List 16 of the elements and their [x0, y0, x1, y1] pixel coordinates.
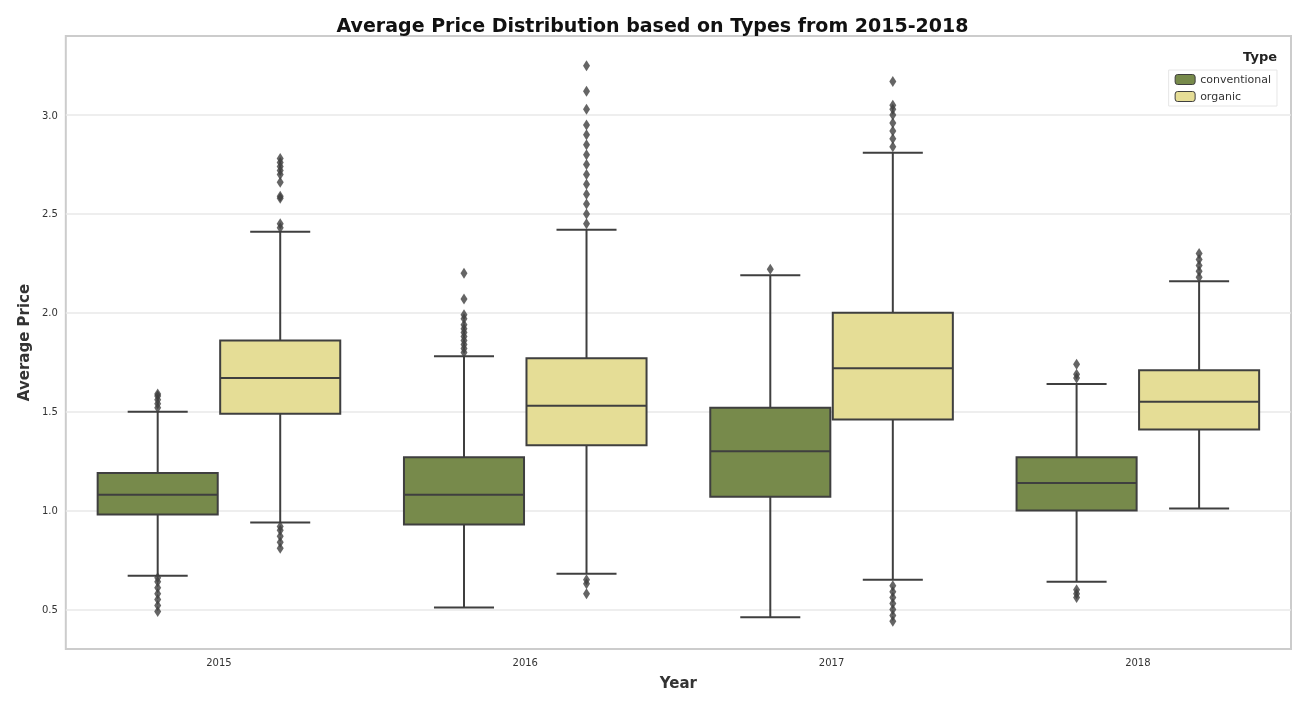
y-tick-label: 0.5	[41, 603, 58, 615]
legend-title: Type	[1243, 49, 1278, 64]
x-tick-label: 2016	[512, 656, 538, 668]
y-tick-label: 1.0	[41, 505, 58, 517]
chart-title: Average Price Distribution based on Types from 2015-2018	[336, 13, 969, 36]
y-axis-title: Average Price	[14, 283, 33, 402]
legend-label: organic	[1200, 90, 1241, 103]
legend-label: conventional	[1200, 73, 1272, 86]
y-tick-label: 1.5	[41, 406, 58, 418]
x-tick-label: 2015	[206, 656, 232, 668]
y-tick-label: 2.5	[41, 208, 58, 220]
y-tick-label: 2.0	[41, 307, 58, 319]
y-tick-label: 3.0	[41, 109, 58, 121]
x-tick-label: 2017	[818, 656, 845, 668]
x-axis-title: Year	[658, 673, 698, 692]
x-tick-label: 2018	[1125, 656, 1151, 668]
